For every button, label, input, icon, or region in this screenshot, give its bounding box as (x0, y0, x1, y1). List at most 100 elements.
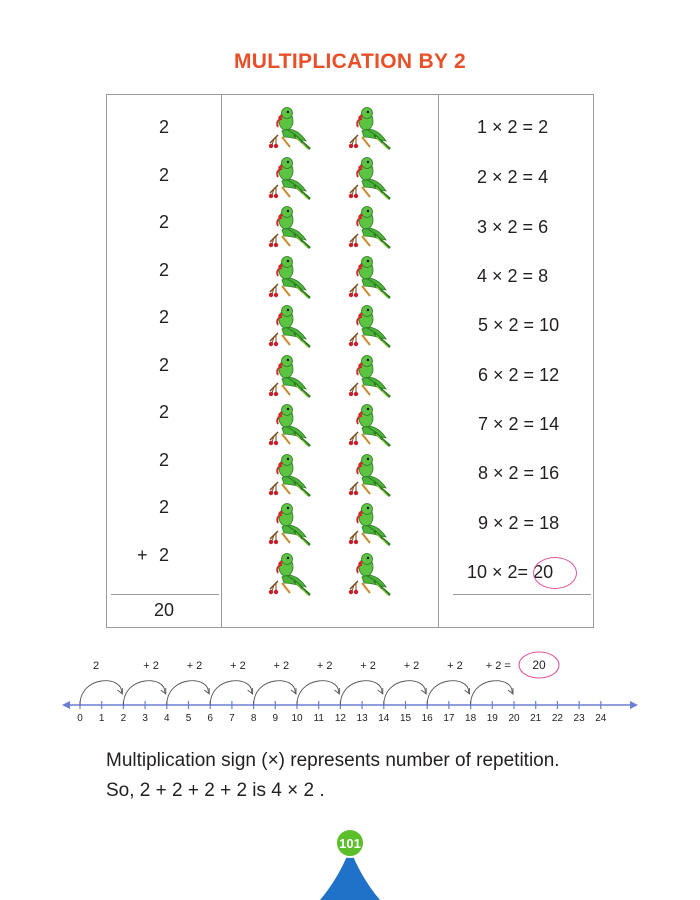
badge-circle (335, 828, 365, 858)
hop-arrowhead (247, 688, 254, 695)
equation: 2 × 2 = 4 (477, 167, 548, 188)
column-divider (438, 95, 439, 627)
addend-value: 2 (159, 212, 170, 232)
hop-arc (296, 680, 339, 706)
equation: 6 × 2 = 12 (478, 365, 559, 386)
equation-result: 8 (538, 266, 549, 286)
hop-arc (383, 680, 426, 706)
hop-arc (426, 680, 470, 706)
arrow-left-icon (62, 701, 70, 709)
hop-label: + 2 (447, 660, 463, 672)
hop-label: + 2 (230, 660, 246, 672)
page-number-badge: 101 (320, 828, 380, 900)
tick-label: 22 (552, 713, 564, 724)
parrot-icon (268, 155, 312, 201)
addend-value: 2 (159, 402, 170, 422)
parrot-icon (348, 155, 392, 201)
parrot-icon (268, 204, 312, 250)
result-highlight-circle (518, 651, 560, 679)
sum-line (111, 594, 219, 595)
result-highlight-circle (533, 557, 577, 589)
tick-label: 0 (77, 713, 83, 724)
parrot-icon (268, 353, 312, 399)
addend-value: 2 (159, 544, 170, 565)
tick-label: 21 (530, 713, 542, 724)
hop-label: + 2 (404, 660, 420, 672)
plus-sign: + (137, 544, 148, 565)
tick-label: 19 (487, 713, 499, 724)
equation-result: 2 (538, 117, 549, 137)
equation-result: 4 (538, 167, 549, 187)
addend-value: 2 (159, 307, 170, 327)
tick-label: 24 (595, 713, 607, 724)
tick-label: 8 (251, 713, 257, 724)
equation: 5 × 2 = 10 (478, 315, 559, 336)
tick-label: 9 (273, 713, 279, 724)
hop-arrowhead (507, 688, 514, 695)
parrot-icon (268, 303, 312, 349)
parrot-icon (348, 303, 392, 349)
equation-expression: 7 × 2 = (478, 414, 540, 434)
tick-label: 6 (207, 713, 213, 724)
equation-underline (453, 594, 591, 595)
equation-expression: 2 × 2 = (477, 167, 539, 187)
tick-label: 4 (164, 713, 170, 724)
equation-result: 14 (539, 414, 560, 434)
equation-result: 10 (539, 315, 560, 335)
hop-label: + 2 (187, 660, 203, 672)
tick-label: 3 (142, 713, 148, 724)
equation-expression: 6 × 2 = (478, 365, 540, 385)
tick-label: 1 (99, 713, 105, 724)
equation: 3 × 2 = 6 (477, 217, 548, 238)
page-number: 101 (339, 836, 361, 851)
equation-result: 12 (539, 365, 560, 385)
equation: 9 × 2 = 18 (478, 513, 559, 534)
tick-label: 15 (400, 713, 412, 724)
tick-label: 17 (443, 713, 455, 724)
equation: 7 × 2 = 14 (478, 414, 559, 435)
equation-result: 16 (539, 463, 560, 483)
equation-expression: 3 × 2 = (477, 217, 539, 237)
parrot-icon (268, 452, 312, 498)
parrot-icon (268, 105, 312, 151)
equation-expression: 4 × 2 = (477, 266, 539, 286)
hop-arrowhead (203, 688, 210, 695)
hop-arc (79, 680, 122, 706)
equation-expression: 9 × 2 = (478, 513, 540, 533)
parrot-icon (348, 204, 392, 250)
hop-label: + 2 (143, 660, 159, 672)
tick-label: 12 (335, 713, 347, 724)
hop-label: + 2 = (486, 660, 511, 672)
hop-arrowhead (377, 688, 384, 695)
multiplication-table: 2 2 2 2 2 2 2 2 2 +2 20 (106, 94, 594, 628)
tick-label: 18 (465, 713, 477, 724)
hop-arc (253, 680, 296, 706)
page-title: MULTIPLICATION BY 2 (233, 50, 467, 73)
parrot-icon (348, 353, 392, 399)
parrot-icon (268, 551, 312, 597)
addend-value: 2 (159, 449, 170, 470)
addend-value: 2 (159, 497, 170, 517)
equation: 1 × 2 = 2 (477, 117, 548, 138)
tick-label: 14 (378, 713, 390, 724)
tick-label: 5 (186, 713, 192, 724)
number-line-result: 20 (532, 658, 546, 672)
parrot-icon (348, 551, 392, 597)
parrot-icon (268, 254, 312, 300)
equation-expression: 5 × 2 = (478, 315, 540, 335)
hop-arc (209, 680, 253, 706)
equation-expression: 8 × 2 = (478, 463, 540, 483)
hop-arrowhead (420, 688, 427, 695)
addend-value: 2 (159, 259, 170, 280)
hop-label: 2 (93, 660, 99, 672)
explanation-line-1: Multiplication sign (×) represents numbe… (106, 750, 560, 771)
tick-label: 11 (314, 713, 325, 724)
addend-value: 2 (159, 354, 170, 375)
equation: 8 × 2 = 16 (478, 463, 559, 484)
hop-arc (122, 680, 166, 706)
sum-value: 20 (154, 600, 175, 620)
hop-label: + 2 (360, 660, 376, 672)
parrot-icon (348, 402, 392, 448)
addend-value: 2 (159, 164, 170, 185)
equation-result: 18 (539, 513, 560, 533)
